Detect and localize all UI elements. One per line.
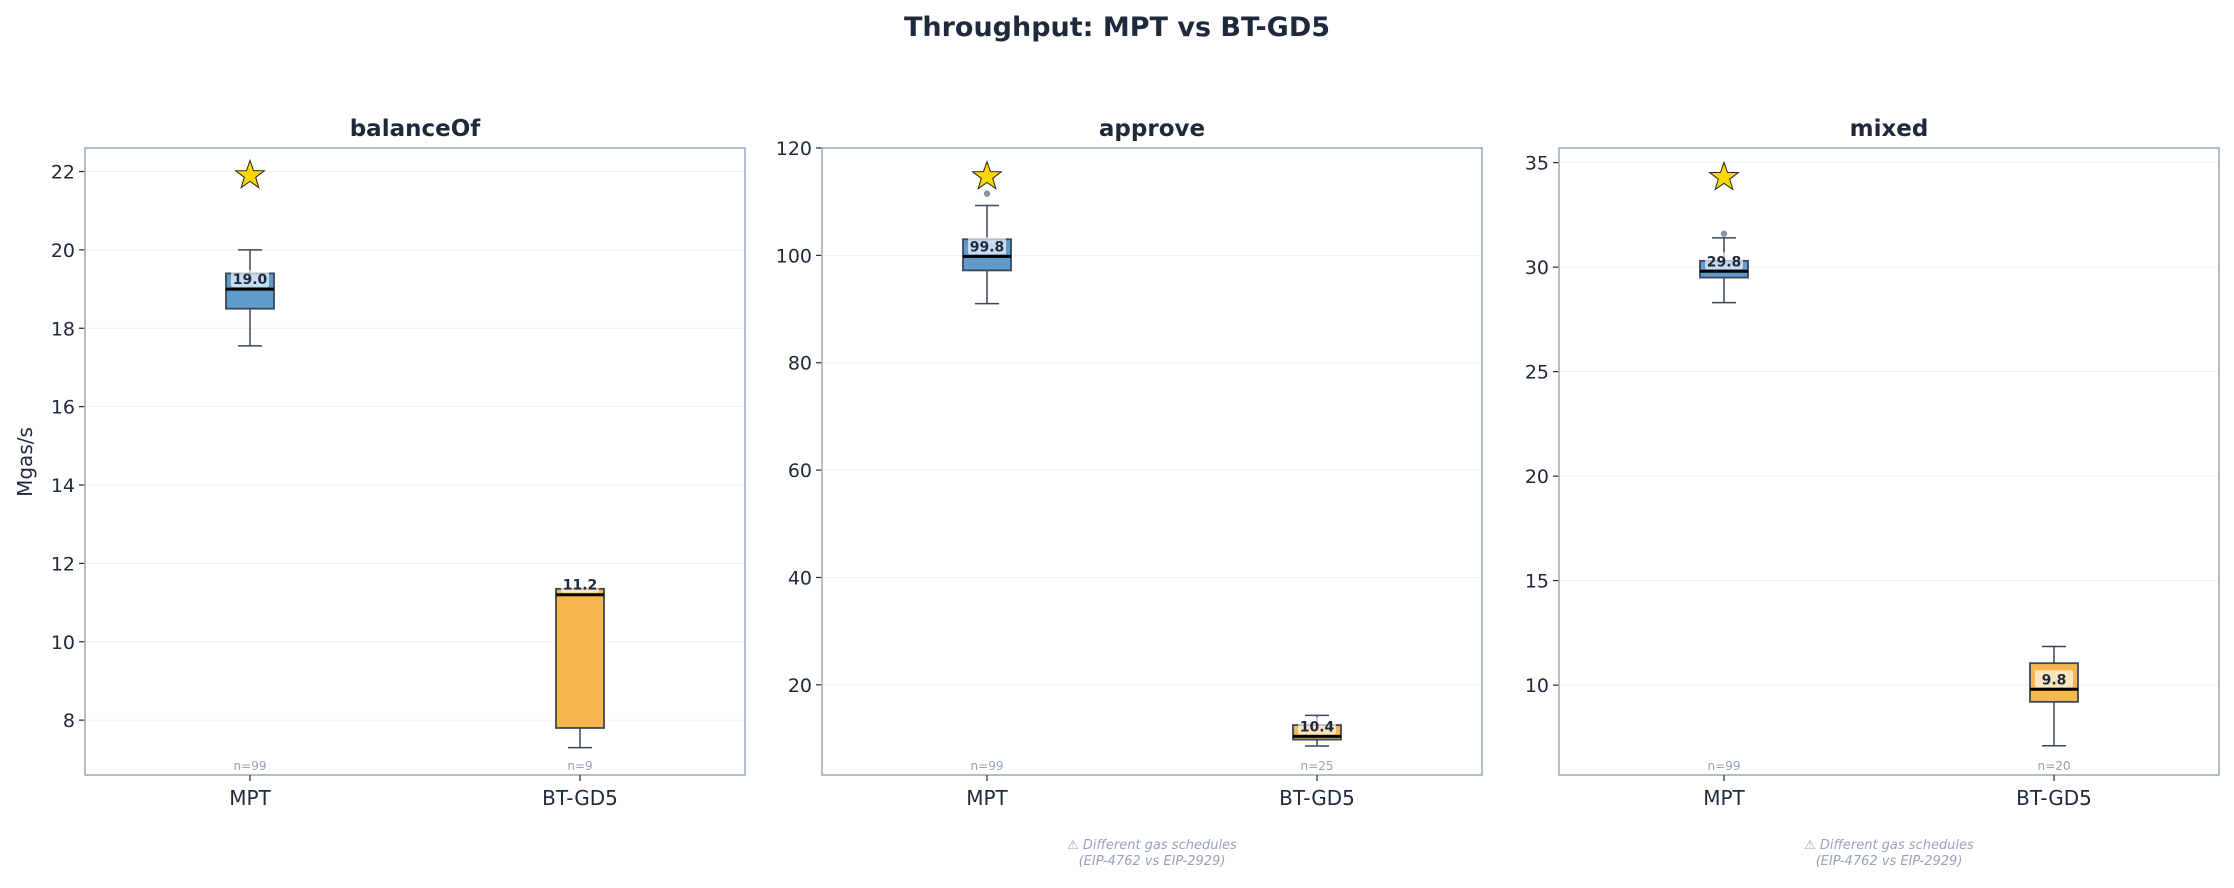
box-BT-GD5: 10.4 n=25 [1292,714,1342,773]
plot-frame [821,147,1483,776]
box-MPT: 29.8 n=99 [1699,160,1749,773]
y-tick-label: 10 [51,632,75,654]
x-tick-label: BT-GD5 [2016,786,2092,810]
y-tick-label: 16 [51,397,75,419]
box-MPT: 99.8 n=99 [962,159,1012,773]
x-tick-label: BT-GD5 [542,786,618,810]
y-tick-label: 15 [1525,571,1549,593]
panel-title: approve [1099,116,1205,142]
x-tick-label: MPT [966,786,1008,810]
n-label: n=20 [2038,759,2071,773]
n-label: n=99 [971,759,1004,773]
footnote: ⚠ Different gas schedules [1804,838,1974,853]
median-label-bg [2035,670,2073,688]
n-label: n=25 [1301,759,1334,773]
n-label: n=99 [1708,759,1741,773]
median-label-bg [968,237,1006,255]
median-label-bg [1298,717,1336,735]
outlier-point [1720,230,1728,237]
chart-title: Throughput: MPT vs BT-GD5 [904,12,1330,43]
median-label-bg [561,575,599,593]
median-label: 99.8 [970,239,1005,255]
footnote: ⚠ Different gas schedules [1067,838,1237,853]
median-label: 9.8 [2042,672,2067,688]
median-label: 19.0 [233,272,268,288]
x-tick-label: MPT [1703,786,1745,810]
footnote: (EIP-4762 vs EIP-2929) [1816,854,1963,869]
n-label: n=99 [234,759,267,773]
x-tick-label: MPT [229,786,271,810]
footnote: (EIP-4762 vs EIP-2929) [1079,854,1226,869]
median-label: 11.2 [563,578,598,594]
y-tick-label: 20 [51,240,75,262]
panel-title: balanceOf [350,116,482,142]
median-label: 29.8 [1707,254,1742,270]
star-icon [234,158,266,189]
y-tick-label: 35 [1525,153,1549,175]
y-tick-label: 100 [776,245,812,267]
y-tick-label: 12 [51,553,75,575]
y-tick-label: 8 [63,710,75,732]
y-tick-label: 40 [788,567,812,589]
y-tick-label: 20 [788,675,812,697]
star-icon [1708,160,1740,191]
plot-frame [84,147,746,776]
box-BT-GD5: 9.8 n=20 [2029,645,2079,773]
y-tick-label: 60 [788,460,812,482]
y-tick-label: 18 [51,318,75,340]
box-iqr [555,587,605,729]
median-label: 10.4 [1300,719,1335,735]
box-BT-GD5: 11.2 n=9 [555,575,605,773]
n-label: n=9 [567,759,592,773]
y-tick-label: 25 [1525,362,1549,384]
y-tick-label: 20 [1525,466,1549,488]
y-axis-label: Mgas/s [13,427,37,497]
outlier-point [983,190,991,197]
panel-title: mixed [1850,116,1929,142]
panel-balanceOf: balanceOf 8 10 12 14 16 18 20 22 19.0 n=99 MPT 11.2 n… [51,116,746,810]
plot-frame [1558,147,2220,776]
y-tick-label: 22 [51,162,75,184]
y-tick-label: 80 [788,353,812,375]
y-tick-label: 120 [776,138,812,160]
box-MPT: 19.0 n=99 [225,158,275,773]
median-label-bg [1705,252,1743,270]
panel-approve: approve 20 40 60 80 100 120 99.8 n=99 MPT 10.4 n=25… [776,116,1483,869]
star-icon [971,159,1003,190]
panel-mixed: mixed 10 15 20 25 30 35 29.8 n=99 MPT 9.8 n=20 BT-GD… [1525,116,2220,869]
y-tick-label: 10 [1525,675,1549,697]
median-label-bg [231,270,269,288]
y-tick-label: 14 [51,475,75,497]
y-tick-label: 30 [1525,257,1549,279]
x-tick-label: BT-GD5 [1279,786,1355,810]
